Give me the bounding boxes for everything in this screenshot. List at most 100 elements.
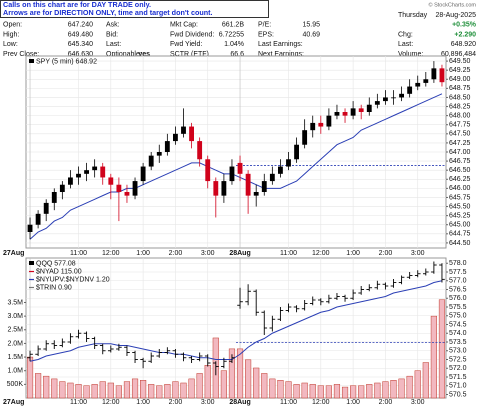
candle-body — [173, 133, 178, 142]
y-tick-label: 645.75 — [449, 194, 471, 201]
legend-entry: QQQ 577.08 — [36, 260, 76, 267]
volume-tick-label: 500K — [7, 381, 24, 388]
quote-value: 649.480 — [68, 31, 93, 38]
y-tick-label: 648.25 — [449, 103, 471, 110]
quote-label: Chg: — [398, 31, 413, 38]
y-tick-label: 577.5 — [449, 269, 467, 276]
y-tick-label: 644.75 — [449, 231, 471, 238]
y-tick-label: 649.25 — [449, 67, 471, 74]
y-tick-label: 645.25 — [449, 212, 471, 219]
volume-bar — [107, 382, 114, 399]
volume-bar — [35, 373, 42, 399]
candle-body — [100, 166, 106, 178]
x-tick-label: 11:00 — [280, 399, 297, 406]
candle-body — [269, 173, 275, 182]
volume-tick-label: 1.5M — [7, 354, 23, 361]
volume-tick-label: 2.5M — [7, 327, 23, 334]
quote-label: Thursday — [398, 12, 428, 19]
candle-body — [358, 108, 364, 112]
y-tick-label: 645.00 — [449, 222, 471, 229]
candle-body — [189, 126, 194, 142]
candle-body — [156, 152, 162, 156]
volume-bar — [269, 378, 276, 399]
candle-body — [342, 112, 348, 116]
volume-bar — [59, 381, 66, 399]
candle-body — [197, 141, 203, 160]
y-tick-label: 647.50 — [449, 131, 471, 138]
volume-bar — [285, 381, 292, 399]
x-tick-label: 1:00 — [346, 399, 360, 406]
volume-bar — [317, 385, 324, 399]
y-tick-label: 648.50 — [449, 94, 471, 101]
legend-entry: SPY (5 min) 648.92 — [36, 58, 97, 65]
x-tick-label: 2:00 — [169, 399, 183, 406]
volume-bar — [293, 384, 300, 399]
volume-bar — [164, 384, 171, 399]
quote-label: Open: — [3, 22, 22, 29]
candle-body — [350, 108, 356, 116]
candle-body — [76, 173, 81, 178]
quote-value: 28-Aug-2025 — [436, 12, 477, 19]
notice-line: Calls on this chart are for DAY TRADE on… — [3, 0, 151, 9]
volume-tick-label: 2.0M — [7, 340, 23, 347]
candle-body — [278, 166, 283, 174]
candle-body — [124, 192, 130, 196]
y-tick-label: 573.5 — [449, 339, 467, 346]
volume-bar — [430, 315, 437, 399]
moving-average — [29, 93, 443, 240]
candle-body — [334, 112, 340, 116]
x-tick-label: 28Aug — [229, 399, 250, 406]
candle-body — [261, 181, 267, 192]
candle-body — [245, 173, 251, 196]
candle-body — [423, 79, 429, 83]
y-tick-label: 646.75 — [449, 158, 471, 165]
volume-bar — [83, 385, 90, 399]
y-tick-label: 647.00 — [449, 149, 471, 156]
volume-bar — [390, 380, 397, 399]
volume-bar — [406, 375, 413, 399]
x-tick-label: 3:00 — [411, 250, 425, 257]
quote-label: Volume: — [398, 51, 423, 58]
candle-body — [181, 126, 186, 134]
y-tick-label: 647.75 — [449, 122, 471, 129]
legend-entry: $TRIN 0.90 — [36, 284, 72, 291]
volume-bar — [99, 381, 106, 399]
x-tick-label: 1:00 — [136, 250, 150, 257]
quote-label: Fwd Yield: — [170, 41, 202, 48]
candle-body — [253, 192, 259, 196]
y-tick-label: 576.5 — [449, 286, 467, 293]
x-tick-label: 12:00 — [102, 399, 120, 406]
candle-body — [294, 144, 299, 160]
plot-area — [25, 257, 447, 399]
quote-value: 648.920 — [451, 41, 476, 48]
quote-value: +0.35% — [452, 22, 477, 29]
y-tick-label: 645.50 — [449, 203, 471, 210]
x-tick-label: 27Aug — [3, 250, 24, 257]
quote-label: Ask: — [106, 22, 120, 29]
volume-bar — [236, 348, 244, 399]
candle-body — [116, 184, 122, 192]
volume-bar — [366, 384, 373, 399]
candle-body — [84, 170, 89, 174]
candle-body — [59, 184, 65, 192]
y-tick-label: 574.5 — [449, 321, 467, 328]
candle-body — [302, 130, 308, 145]
quote-label: P/E: — [258, 22, 271, 29]
x-tick-label: 1:00 — [346, 250, 360, 257]
candle-body — [415, 82, 421, 87]
quote-label: Fwd Dividend: — [170, 31, 214, 38]
volume-bar — [398, 378, 405, 399]
volume-bar — [333, 384, 341, 399]
x-tick-label: 11:00 — [70, 250, 87, 257]
quote-value: 646.630 — [68, 51, 93, 58]
candle-body — [318, 122, 324, 127]
volume-bar — [301, 382, 308, 399]
candle-body — [407, 86, 413, 94]
volume-bar — [228, 348, 236, 399]
y-tick-label: 649.00 — [449, 76, 471, 83]
x-tick-label: 2:00 — [169, 250, 183, 257]
x-tick-label: 11:00 — [280, 250, 297, 257]
legend-icon — [29, 261, 34, 265]
